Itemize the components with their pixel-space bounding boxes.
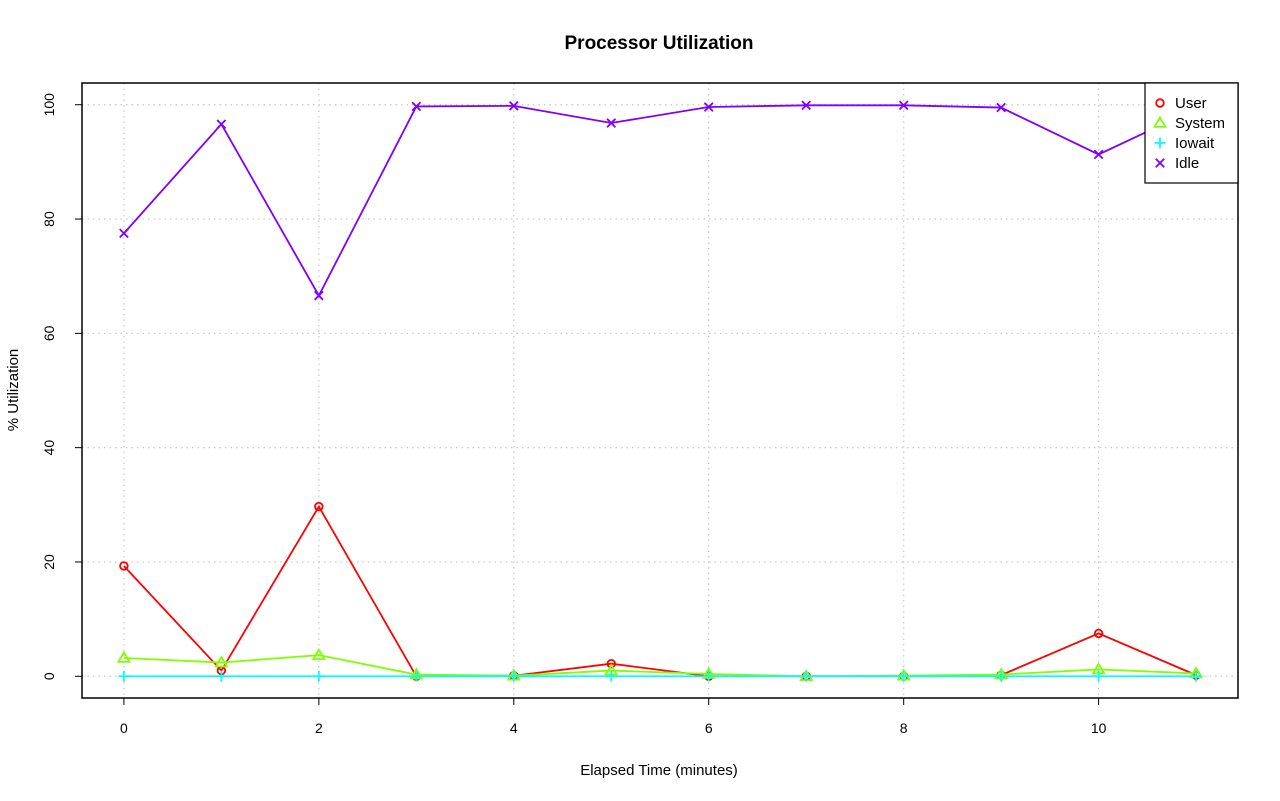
data-point-iowait: [703, 670, 715, 682]
series-line-idle: [123, 104, 1197, 298]
x-tick-label: 6: [705, 720, 713, 736]
series-iowait: [118, 670, 1202, 682]
data-point-user: [1093, 628, 1104, 639]
data-point-idle: [411, 101, 422, 112]
data-point-iowait: [605, 670, 617, 682]
y-axis: 0 20 40 60 80 100: [41, 93, 82, 680]
x-tick-label: 0: [120, 720, 128, 736]
data-point-iowait: [215, 670, 227, 682]
data-point-idle: [1093, 149, 1104, 160]
legend-marker-iowait: [1154, 137, 1166, 149]
data-point-iowait: [1190, 670, 1202, 682]
x-axis: 0 2 4 6 8 10: [120, 698, 1107, 736]
y-tick-label: 20: [41, 554, 57, 570]
legend-marker-user: [1155, 98, 1165, 108]
legend: User System Iowait Idle: [1144, 82, 1239, 184]
y-axis-label: % Utilization: [5, 349, 22, 432]
x-tick-label: 4: [510, 720, 518, 736]
x-tick-label: 8: [900, 720, 908, 736]
series-user: [119, 501, 1201, 681]
data-point-system: [214, 655, 229, 668]
y-tick-label: 100: [41, 93, 57, 117]
legend-marker-system: [1152, 115, 1168, 128]
gridlines: [82, 83, 1238, 698]
legend-item-idle: Idle: [1155, 155, 1199, 172]
y-tick-label: 80: [41, 211, 57, 227]
legend-label: System: [1175, 115, 1225, 132]
series-line-user: [123, 504, 1197, 678]
x-axis-label: Elapsed Time (minutes): [580, 762, 738, 779]
legend-item-system: System: [1152, 115, 1225, 132]
legend-item-user: User: [1155, 95, 1207, 112]
legend-label: Iowait: [1175, 135, 1215, 152]
data-point-idle: [606, 118, 617, 128]
data-point-idle: [703, 102, 714, 112]
data-point-idle: [996, 102, 1006, 113]
x-tick-label: 2: [315, 720, 323, 736]
data-point-user: [314, 501, 324, 512]
data-point-iowait: [800, 670, 812, 682]
data-point-iowait: [410, 670, 422, 682]
legend-label: Idle: [1175, 155, 1199, 172]
legend-marker-idle: [1155, 158, 1165, 168]
series-line-system: [123, 654, 1197, 678]
data-point-idle: [801, 100, 812, 111]
series-layer: [116, 100, 1204, 682]
x-tick-label: 10: [1091, 720, 1107, 736]
data-point-idle: [216, 119, 227, 129]
y-tick-label: 40: [41, 440, 57, 456]
data-point-user: [606, 659, 616, 669]
data-point-iowait: [1093, 670, 1105, 682]
data-point-idle: [314, 290, 324, 301]
data-point-system: [311, 647, 326, 660]
y-tick-label: 0: [41, 672, 57, 680]
legend-label: User: [1175, 95, 1207, 112]
plot-frame: [81, 82, 1239, 699]
data-point-system: [116, 650, 131, 663]
data-point-iowait: [995, 670, 1007, 682]
legend-item-iowait: Iowait: [1154, 135, 1215, 152]
series-idle: [119, 100, 1201, 301]
data-point-idle: [119, 228, 129, 239]
data-point-idle: [508, 101, 519, 111]
data-point-idle: [898, 100, 909, 111]
data-point-user: [119, 561, 129, 571]
y-tick-label: 60: [41, 325, 57, 341]
data-point-iowait: [118, 670, 130, 682]
data-point-iowait: [313, 670, 325, 682]
chart-title: Processor Utilization: [565, 33, 754, 54]
data-point-iowait: [508, 670, 520, 682]
data-point-iowait: [898, 670, 910, 682]
